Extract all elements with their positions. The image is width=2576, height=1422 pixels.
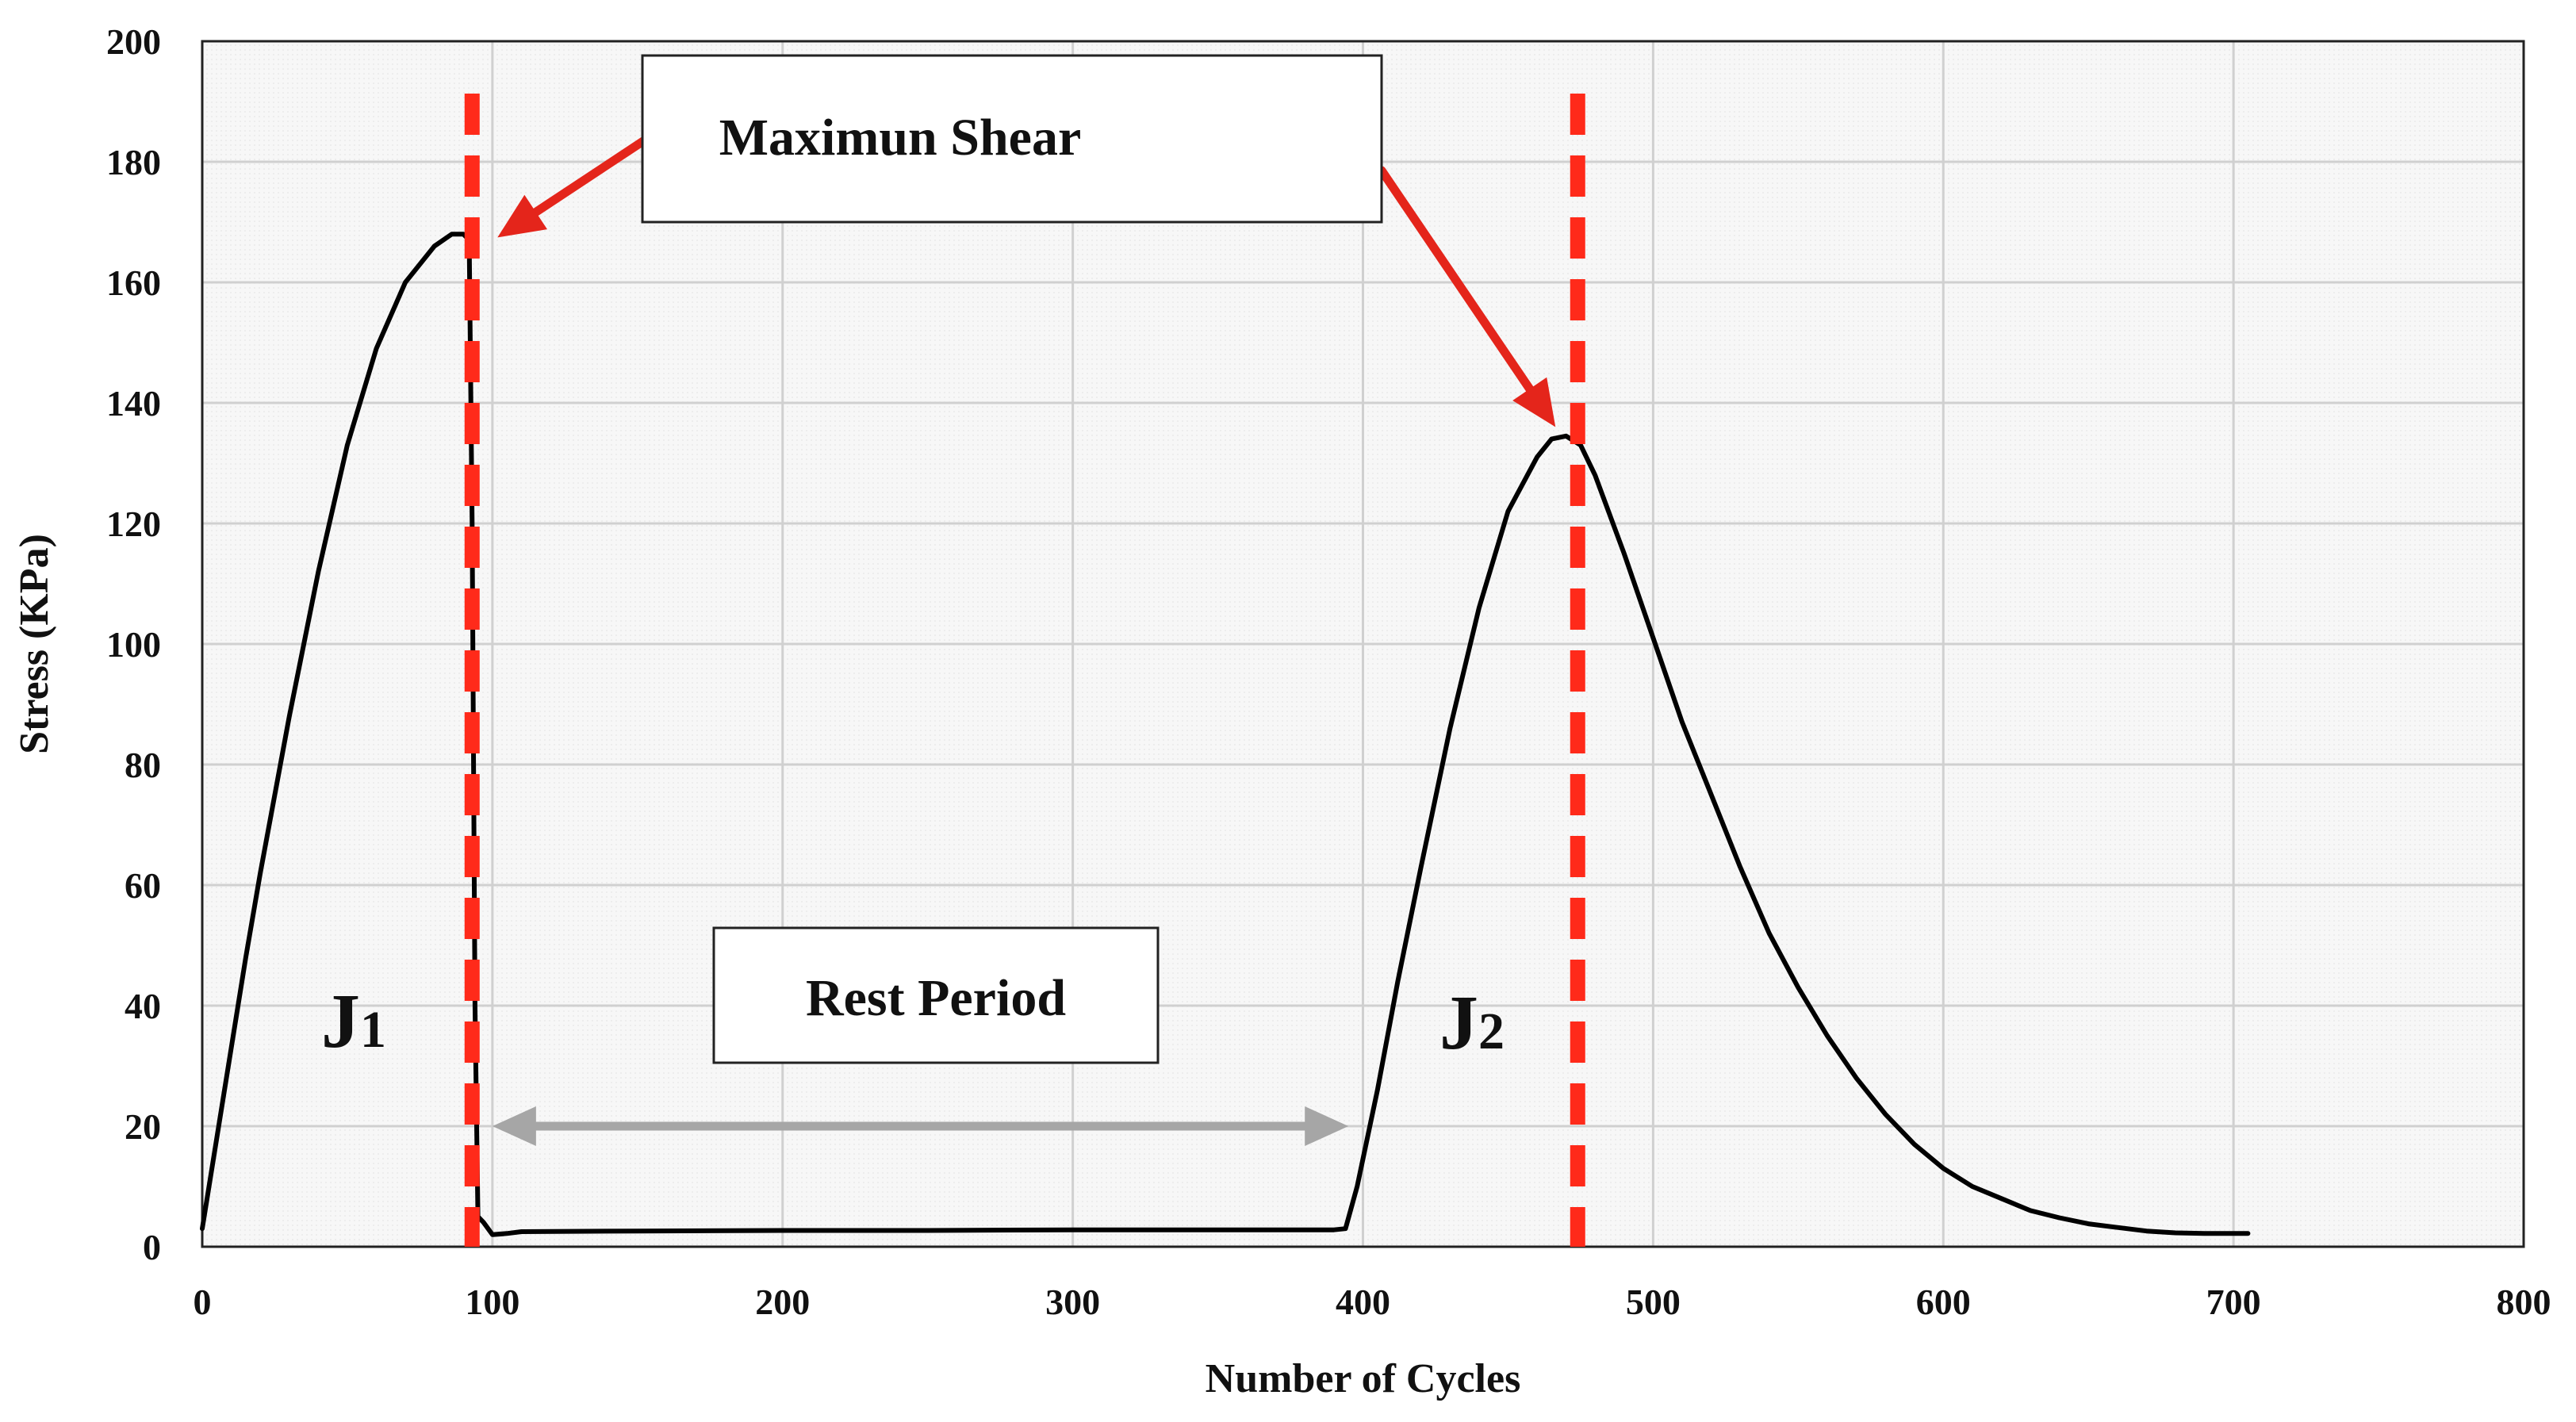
- y-tick-label: 100: [106, 624, 161, 665]
- rest-period-annotation: Rest Period: [492, 926, 1349, 1146]
- max-shear-annotation: Maximun Shear: [497, 54, 1556, 427]
- x-tick-label: 400: [1336, 1282, 1390, 1322]
- y-tick-labels: 0 20 40 60 80 100 120 140 160 180 200: [106, 21, 161, 1267]
- max-shear-arrow-right: [1377, 166, 1535, 393]
- reference-lines: [464, 94, 1585, 1247]
- max-shear-arrow-left: [531, 132, 655, 217]
- max-shear-box: [641, 54, 1383, 224]
- j1-main: J: [321, 979, 360, 1064]
- y-tick-label: 200: [106, 21, 161, 62]
- y-tick-label: 160: [106, 263, 161, 303]
- j1-label: J1: [321, 979, 386, 1064]
- j2-main: J: [1439, 980, 1478, 1066]
- j1-sub: 1: [360, 1001, 386, 1059]
- x-tick-label: 0: [194, 1282, 212, 1322]
- j2-sub: 2: [1478, 1002, 1505, 1060]
- j2-label: J2: [1439, 980, 1505, 1066]
- y-tick-label: 0: [143, 1227, 161, 1267]
- x-tick-label: 500: [1626, 1282, 1681, 1322]
- rest-period-arrow-right-head: [1305, 1106, 1349, 1146]
- rest-period-arrow-left-head: [492, 1106, 536, 1146]
- x-tick-labels: 0 100 200 300 400 500 600 700 800: [194, 1282, 2551, 1322]
- x-tick-label: 600: [1916, 1282, 1971, 1322]
- max-shear-label: Maximun Shear: [719, 109, 1082, 167]
- y-tick-label: 120: [106, 504, 161, 544]
- x-axis-title: Number of Cycles: [1206, 1356, 1521, 1401]
- x-tick-label: 100: [465, 1282, 519, 1322]
- rest-period-label: Rest Period: [806, 969, 1066, 1027]
- x-tick-label: 300: [1045, 1282, 1100, 1322]
- series-group: [200, 232, 2251, 1237]
- y-tick-label: 80: [125, 745, 161, 785]
- x-tick-label: 200: [755, 1282, 810, 1322]
- max-shear-arrow-right-head: [1512, 377, 1556, 427]
- x-tick-label: 800: [2497, 1282, 2551, 1322]
- series-line: [200, 232, 2251, 1237]
- y-axis-title: Stress (KPa): [12, 534, 57, 754]
- max-shear-arrow-left-head: [497, 194, 547, 238]
- rest-period-box: [712, 926, 1160, 1064]
- y-tick-label: 60: [125, 865, 161, 906]
- y-tick-label: 180: [106, 142, 161, 182]
- y-tick-label: 20: [125, 1106, 161, 1147]
- y-tick-label: 40: [125, 986, 161, 1026]
- x-tick-label: 700: [2206, 1282, 2261, 1322]
- plot-border: [201, 40, 2525, 1248]
- y-tick-label: 140: [106, 383, 161, 424]
